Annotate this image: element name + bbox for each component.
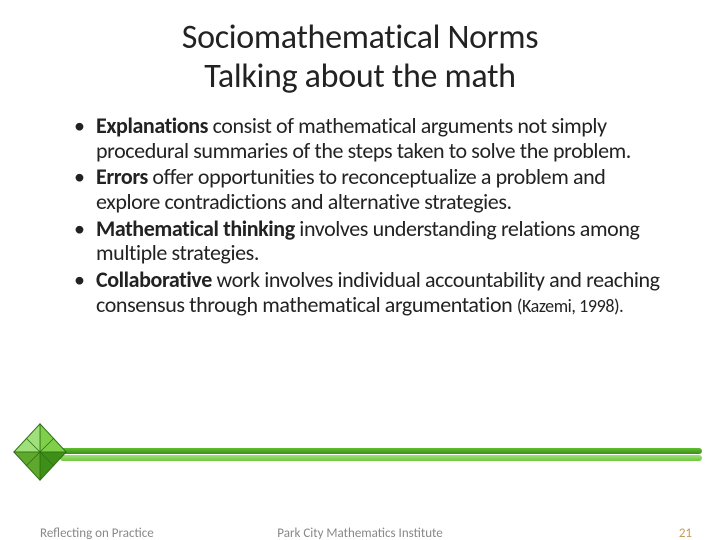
slide: Sociomathematical Norms Talking about th… [0,0,720,540]
bullet-item: Collaborative work involves individual a… [96,268,670,317]
footer-center: Park City Mathematics Institute [0,526,720,540]
bullet-list: Explanations consist of mathematical arg… [40,114,680,317]
bullet-text: offer opportunities to reconceptualize a… [96,163,605,215]
accent-bar [60,448,702,454]
slide-title: Sociomathematical Norms Talking about th… [40,18,680,96]
title-line-1: Sociomathematical Norms [182,17,538,58]
bullet-item: Mathematical thinking involves understan… [96,217,670,266]
title-line-2: Talking about the math [204,56,515,97]
bullet-bold: Collaborative [96,266,212,293]
bullet-bold: Mathematical thinking [96,215,295,242]
bullet-bold: Explanations [96,112,208,139]
bullet-item: Errors offer opportunities to reconceptu… [96,165,670,214]
bullet-citation: (Kazemi, 1998). [517,295,623,317]
page-number: 21 [679,526,692,540]
bullet-item: Explanations consist of mathematical arg… [96,114,670,163]
bullet-bold: Errors [96,163,148,190]
accent-bar [60,455,702,461]
green-crystal-icon [8,420,72,484]
slide-decoration [0,420,720,480]
